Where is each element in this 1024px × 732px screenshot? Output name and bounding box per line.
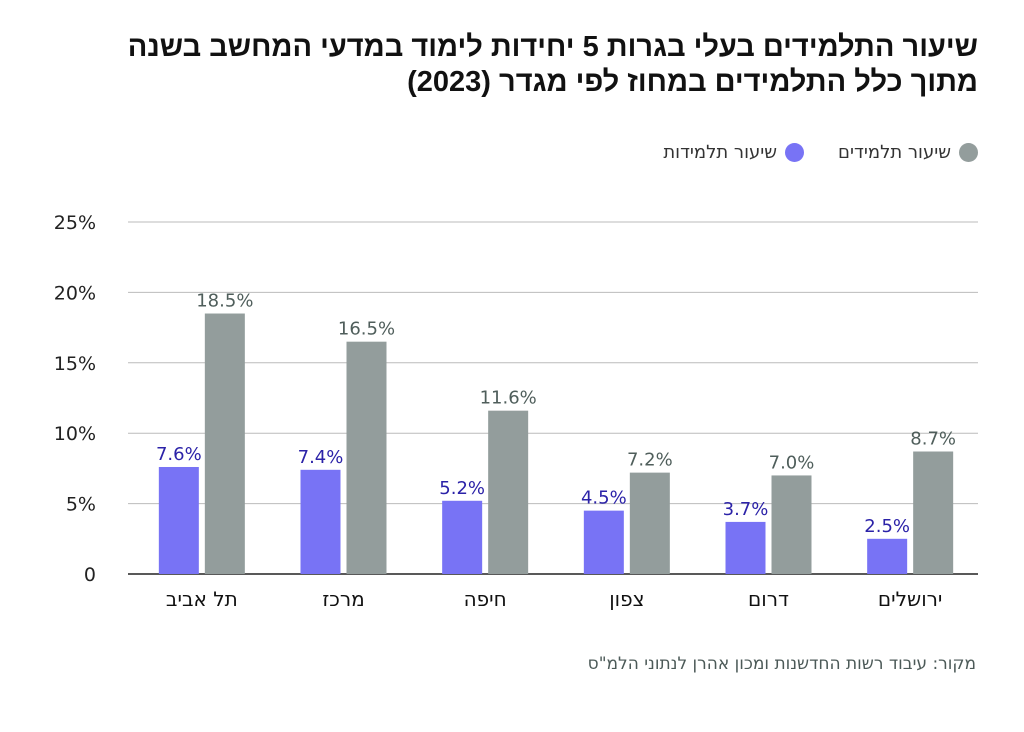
bar-female: [725, 521, 766, 574]
bar-male: [629, 472, 670, 574]
legend-item-male: שיעור תלמידים: [838, 142, 978, 163]
data-label-male: 16.5%: [338, 319, 395, 340]
data-label-female: 3.7%: [723, 499, 769, 520]
bar-female: [158, 466, 199, 574]
data-label-female: 7.6%: [156, 444, 202, 465]
legend-swatch-female: [785, 143, 805, 162]
bar-female: [583, 510, 624, 574]
y-tick-label: 10%: [54, 423, 96, 445]
bar-male: [913, 451, 954, 574]
x-tick-label: דרום: [748, 587, 789, 611]
title-line-2: מתוך כלל התלמידים במחוז לפי מגדר (2023): [407, 66, 978, 98]
y-tick-label: 20%: [54, 282, 96, 304]
y-tick-label: 5%: [66, 494, 96, 516]
data-label-male: 18.5%: [196, 291, 253, 312]
data-label-female: 2.5%: [864, 516, 910, 537]
data-label-female: 4.5%: [581, 488, 627, 509]
legend-item-female: שיעור תלמידות: [663, 142, 805, 163]
legend: שיעור תלמידים שיעור תלמידות: [663, 142, 978, 163]
x-tick-label: תל אביב: [166, 587, 238, 611]
bar-male: [346, 341, 387, 574]
legend-label-female: שיעור תלמידות: [663, 142, 778, 163]
x-tick-label: צפון: [609, 587, 644, 611]
data-label-male: 8.7%: [910, 429, 956, 450]
y-tick-label: 0: [84, 564, 96, 586]
y-tick-label: 25%: [54, 212, 96, 234]
source-note: מקור: עיבוד רשות החדשנות ומכון אהרן לנתו…: [587, 654, 976, 674]
x-tick-label: חיפה: [464, 587, 507, 611]
data-label-male: 7.0%: [769, 452, 815, 473]
data-label-male: 7.2%: [627, 450, 673, 471]
bar-male: [204, 313, 245, 574]
data-label-male: 11.6%: [480, 388, 537, 409]
legend-swatch-male: [959, 143, 978, 162]
bar-female: [442, 500, 483, 574]
legend-label-male: שיעור תלמידים: [838, 142, 951, 163]
title-line-1: שיעור התלמידים בעלי בגרות 5 יחידות לימוד…: [127, 31, 978, 63]
x-tick-label: ירושלים: [878, 587, 943, 611]
chart-title: שיעור התלמידים בעלי בגרות 5 יחידות לימוד…: [128, 30, 978, 100]
bar-female: [867, 538, 908, 574]
bar-female: [300, 469, 341, 574]
data-label-female: 7.4%: [298, 447, 344, 468]
data-label-female: 5.2%: [439, 478, 485, 499]
bar-male: [488, 410, 529, 574]
y-tick-label: 15%: [54, 353, 96, 375]
bar-male: [771, 475, 812, 574]
x-tick-label: מרכז: [322, 587, 364, 611]
